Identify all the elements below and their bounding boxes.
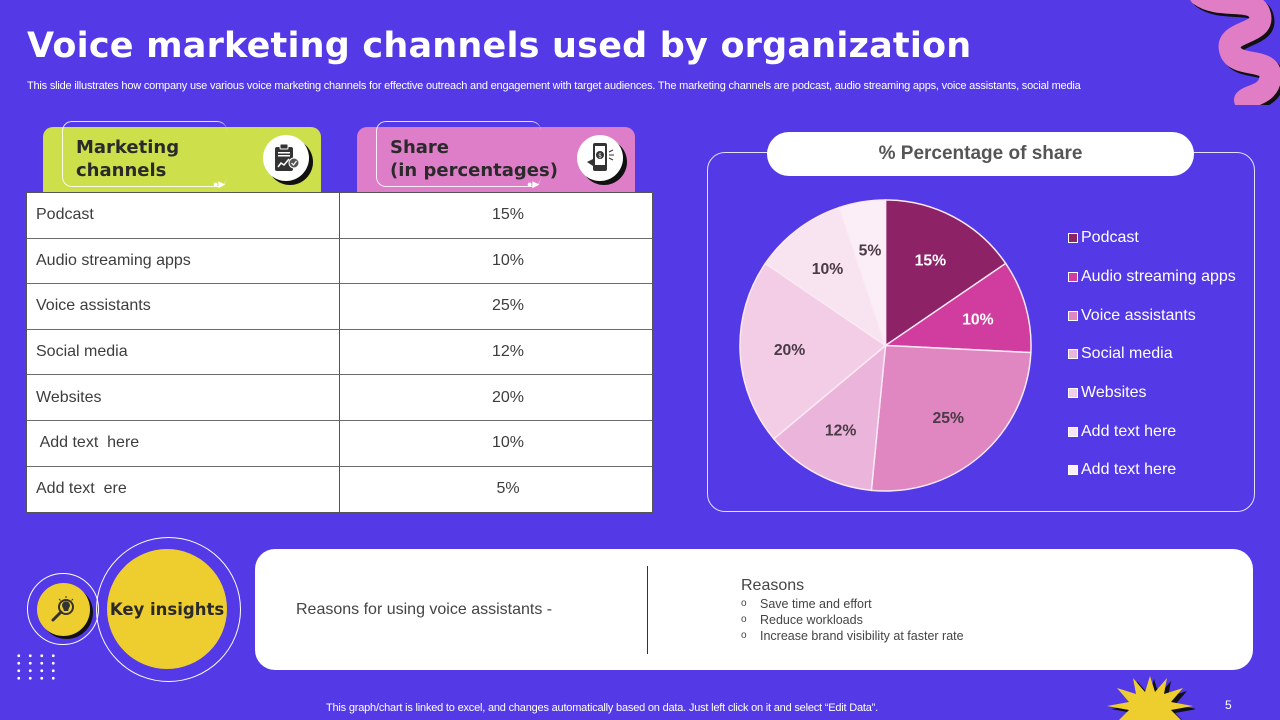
legend-swatch-icon	[1068, 349, 1078, 360]
legend-item: Podcast	[1068, 219, 1236, 258]
legend-swatch-icon	[1068, 388, 1078, 399]
page-subtitle: This slide illustrates how company use v…	[27, 80, 1081, 92]
mobile-payment-icon: $	[577, 135, 623, 181]
legend-swatch-icon	[1068, 233, 1078, 244]
column-header-marketing-channels: Marketing channels ●▶	[43, 121, 321, 193]
page-title: Voice marketing channels used by organiz…	[27, 26, 972, 66]
header-outline-decoration	[376, 121, 541, 187]
channel-cell: Add text here	[27, 420, 340, 466]
legend-label: Audio streaming apps	[1081, 268, 1236, 286]
svg-text:$: $	[598, 153, 602, 160]
legend-label: Social media	[1081, 345, 1173, 363]
channel-cell: Audio streaming apps	[27, 238, 340, 284]
table-row: Audio streaming apps 10%	[27, 238, 652, 285]
table-row: Podcast 15%	[27, 193, 652, 239]
pie-chart[interactable]: 15% 10% 25% 12% 20% 10% 5%	[738, 198, 1033, 493]
share-cell: 12%	[491, 343, 525, 361]
bullet-icon: o	[741, 614, 747, 625]
pie-slice[interactable]	[838, 199, 887, 346]
reason-text: Reduce workloads	[760, 613, 863, 627]
pie-slice[interactable]	[883, 262, 1032, 354]
channel-cell: Social media	[27, 329, 340, 375]
list-item: o Increase brand visibility at faster ra…	[741, 628, 964, 644]
channel-cell: Podcast	[27, 193, 340, 238]
divider	[647, 566, 648, 654]
share-cell: 15%	[491, 206, 525, 224]
dots-decoration	[13, 652, 55, 680]
share-cell: 25%	[491, 297, 525, 315]
pie-data-label: 15%	[915, 252, 946, 269]
share-cell: 10%	[491, 251, 525, 269]
lightbulb-magnifier-icon	[37, 583, 90, 636]
header-label-line1: Marketing	[76, 137, 180, 158]
table-row: Social media 12%	[27, 329, 652, 376]
pie-slice[interactable]	[739, 262, 887, 440]
starburst-decoration-icon	[1107, 676, 1195, 720]
legend-swatch-icon	[1068, 465, 1078, 476]
pie-data-label: 10%	[962, 311, 993, 328]
legend-label: Websites	[1081, 384, 1147, 402]
clipboard-chart-icon	[263, 135, 309, 181]
table-row: Voice assistants 25%	[27, 284, 652, 330]
legend-label: Add text here	[1081, 461, 1177, 479]
channel-cell: Websites	[27, 375, 340, 420]
channel-cell: Add text ere	[27, 466, 340, 513]
legend-item: Websites	[1068, 374, 1236, 413]
reasons-list: Reasons o Save time and effort o Reduce …	[741, 577, 964, 644]
header-outline-decoration	[62, 121, 227, 187]
legend-swatch-icon	[1068, 272, 1078, 283]
bullet-icon: o	[741, 630, 747, 641]
table-row: Add text ere 5%	[27, 466, 652, 513]
legend-label: Voice assistants	[1081, 306, 1196, 324]
chart-title: % Percentage of share	[767, 132, 1194, 176]
chart-legend: Podcast Audio streaming apps Voice assista…	[1068, 219, 1236, 490]
legend-label: Add text here	[1081, 422, 1177, 440]
share-cell: 20%	[491, 388, 525, 406]
legend-swatch-icon	[1068, 426, 1078, 437]
page-number: 5	[1225, 698, 1232, 712]
table-row: Websites 20%	[27, 375, 652, 421]
legend-item: Social media	[1068, 335, 1236, 374]
squiggle-decoration-icon	[1190, 0, 1280, 105]
share-cell: 5%	[496, 480, 520, 498]
header-label-line1: Share	[390, 137, 450, 158]
legend-item: Add text here	[1068, 412, 1236, 451]
legend-item: Add text here	[1068, 451, 1236, 490]
legend-swatch-icon	[1068, 310, 1078, 321]
pie-data-label: 12%	[825, 422, 856, 439]
pie-data-label: 5%	[859, 243, 882, 260]
reasons-title: Reasons	[741, 577, 805, 594]
list-item: o Save time and effort	[741, 596, 964, 612]
pie-slice[interactable]	[870, 344, 1032, 492]
arrow-right-icon: ●▶	[213, 179, 226, 189]
arrow-right-icon: ●▶	[527, 179, 540, 189]
pie-slice[interactable]	[764, 206, 887, 348]
reason-text: Save time and effort	[760, 597, 872, 611]
footer-note: This graph/chart is linked to excel, and…	[326, 702, 878, 714]
channels-table: Podcast 15% Audio streaming apps 10% Voi…	[26, 192, 653, 514]
legend-label: Podcast	[1081, 229, 1139, 247]
share-cell: 10%	[491, 434, 525, 452]
bullet-icon: o	[741, 598, 747, 609]
table-row: Add text here 10%	[27, 420, 652, 467]
insight-statement: Reasons for using voice assistants -	[296, 601, 553, 618]
insight-box: Reasons for using voice assistants - Rea…	[255, 549, 1253, 670]
pie-slice[interactable]	[884, 199, 1007, 347]
list-item: o Reduce workloads	[741, 612, 964, 628]
ring-decoration	[96, 537, 241, 682]
column-header-share: Share (in percentages) ●▶ $	[357, 121, 635, 193]
key-insights-badge: Key insights	[107, 549, 227, 669]
pie-slice[interactable]	[772, 343, 887, 492]
header-label-line2: (in percentages)	[390, 160, 558, 181]
pie-data-label: 20%	[774, 342, 805, 359]
pie-data-label: 25%	[933, 410, 964, 427]
reason-text: Increase brand visibility at faster rate	[760, 629, 964, 643]
pie-data-label: 10%	[812, 261, 843, 278]
header-label-line2: channels	[76, 160, 167, 181]
legend-item: Voice assistants	[1068, 296, 1236, 335]
channel-cell: Voice assistants	[27, 284, 340, 329]
legend-item: Audio streaming apps	[1068, 258, 1236, 297]
